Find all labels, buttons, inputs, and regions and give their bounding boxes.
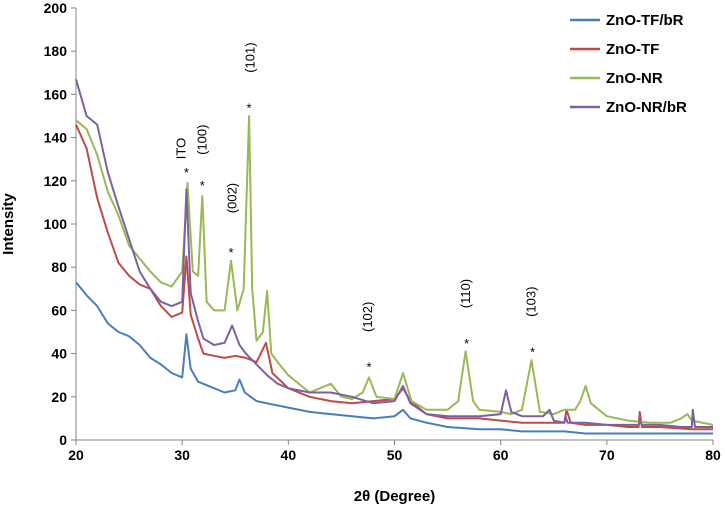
x-tick-label: 80 bbox=[705, 447, 721, 463]
y-tick-label: 160 bbox=[44, 86, 68, 102]
peak-marker: * bbox=[366, 360, 371, 375]
y-tick-label: 140 bbox=[44, 130, 68, 146]
y-tick-label: 100 bbox=[44, 216, 68, 232]
x-tick-label: 40 bbox=[281, 447, 297, 463]
x-tick-label: 50 bbox=[387, 447, 403, 463]
series-line-zno-nr-br bbox=[75, 79, 713, 428]
series-line-zno-tf bbox=[75, 124, 713, 431]
peak-marker: * bbox=[228, 245, 233, 260]
chart-legend: ZnO-TF/bR ZnO-TF ZnO-NR ZnO-NR/bR bbox=[570, 12, 687, 116]
legend-label: ZnO-TF bbox=[606, 41, 659, 58]
y-tick-label: 80 bbox=[51, 259, 67, 275]
legend-label: ZnO-NR bbox=[606, 70, 663, 87]
y-axis-title: Intensity bbox=[0, 193, 17, 255]
peak-label: ITO bbox=[173, 138, 188, 159]
y-tick-label: 180 bbox=[44, 43, 68, 59]
y-tick-label: 40 bbox=[51, 346, 67, 362]
peak-label: (102) bbox=[360, 302, 375, 332]
peak-marker: * bbox=[530, 344, 535, 359]
peak-label: (002) bbox=[224, 183, 239, 213]
peak-label: (101) bbox=[242, 42, 257, 72]
peak-marker: * bbox=[247, 100, 252, 115]
legend-label: ZnO-NR/bR bbox=[606, 99, 687, 116]
y-tick-label: 200 bbox=[44, 0, 68, 16]
y-tick-label: 60 bbox=[51, 302, 67, 318]
y-tick-label: 120 bbox=[44, 173, 68, 189]
legend-label: ZnO-TF/bR bbox=[606, 12, 684, 29]
peak-label: (103) bbox=[524, 287, 539, 317]
peak-label: (100) bbox=[195, 125, 210, 155]
y-tick-label: 20 bbox=[51, 389, 67, 405]
peak-label: (110) bbox=[458, 279, 473, 308]
x-tick-label: 70 bbox=[599, 447, 615, 463]
x-tick-label: 30 bbox=[174, 447, 190, 463]
x-axis-title: 2θ (Degree) bbox=[354, 488, 435, 505]
peak-marker: * bbox=[200, 178, 205, 193]
y-tick-label: 0 bbox=[59, 432, 67, 448]
series-line-zno-tf-br bbox=[75, 281, 713, 435]
peak-marker: * bbox=[464, 336, 469, 351]
x-tick-label: 20 bbox=[68, 447, 84, 463]
peak-marker: * bbox=[184, 165, 189, 180]
x-tick-label: 60 bbox=[493, 447, 509, 463]
series-line-zno-nr bbox=[75, 115, 714, 426]
